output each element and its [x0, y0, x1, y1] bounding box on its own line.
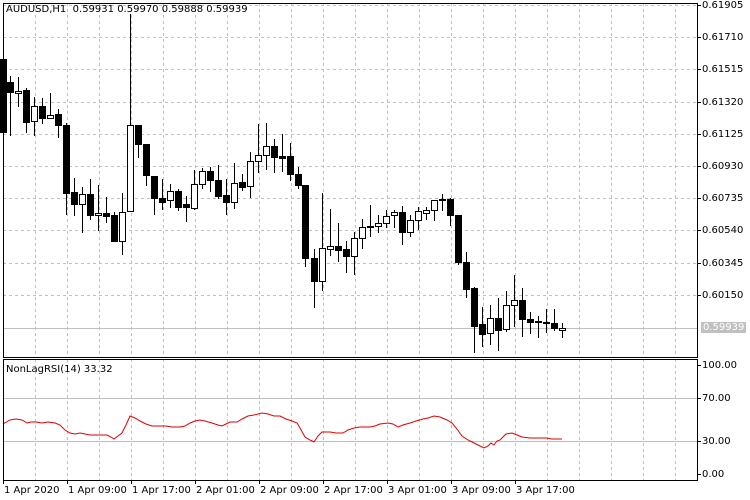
price-tick-label: 0.61125 [702, 129, 744, 140]
current-price-tag: 0.59939 [701, 322, 747, 333]
time-tick-label: 2 Apr 17:00 [324, 485, 383, 496]
price-tick-label: 0.61905 [702, 0, 744, 11]
price-tick-label: 0.61320 [702, 97, 744, 108]
time-tick-label: 2 Apr 01:00 [196, 485, 255, 496]
price-tick-label: 0.60930 [702, 161, 744, 172]
price-tick-label: 0.61710 [702, 32, 744, 43]
rsi-grid [3, 359, 701, 480]
price-tick-label: 0.61515 [702, 64, 744, 75]
price-tick-label: 0.60345 [702, 258, 744, 269]
time-tick-label: 1 Apr 09:00 [68, 485, 127, 496]
price-tick-label: 0.60735 [702, 193, 744, 204]
time-tick-label: 3 Apr 09:00 [452, 485, 511, 496]
chart-frames [3, 3, 698, 484]
price-tick-label: 0.60540 [702, 225, 744, 236]
rsi-tick-label: 100.00 [702, 360, 737, 371]
time-tick-label: 2 Apr 09:00 [260, 485, 319, 496]
price-tick-label: 0.60150 [702, 290, 744, 301]
candlestick-series [0, 14, 566, 353]
rsi-line [2, 412, 562, 449]
time-tick-label: 1 Apr 17:00 [132, 485, 191, 496]
time-tick-label: 1 Apr 2020 [4, 485, 60, 496]
price-grid [3, 3, 701, 357]
rsi-tick-label: 70.00 [702, 393, 731, 404]
time-tick-label: 3 Apr 01:00 [388, 485, 447, 496]
symbol-label: AUDUSD,H1 0.59931 0.59970 0.59888 0.5993… [6, 4, 248, 15]
rsi-tick-label: 0.00 [702, 469, 725, 480]
ohlc-values: 0.59931 0.59970 0.59888 0.59939 [72, 4, 248, 15]
time-tick-label: 3 Apr 17:00 [516, 485, 575, 496]
rsi-tick-label: 30.00 [702, 436, 731, 447]
indicator-label: NonLagRSI(14) 33.32 [6, 364, 113, 375]
